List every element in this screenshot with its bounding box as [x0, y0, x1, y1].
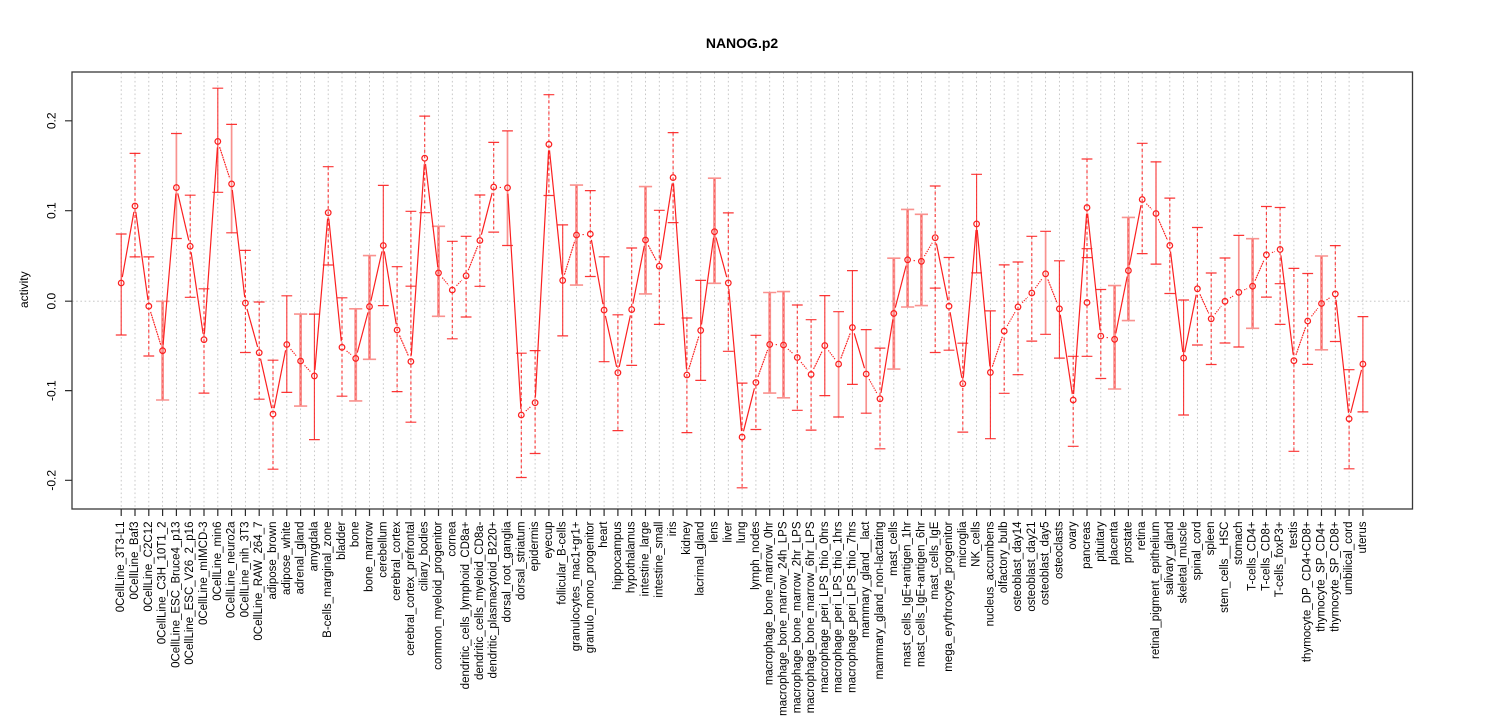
svg-text:activity: activity [17, 271, 31, 308]
svg-text:adipose_white: adipose_white [281, 522, 293, 596]
svg-text:macrophage_peri_LPS_thio_1hrs: macrophage_peri_LPS_thio_1hrs [833, 521, 845, 693]
svg-text:0CellLine_mIMCD-3: 0CellLine_mIMCD-3 [198, 522, 210, 626]
svg-text:granulocytes_mac1+gr1+: granulocytes_mac1+gr1+ [571, 521, 583, 651]
svg-text:B-cells_marginal_zone: B-cells_marginal_zone [322, 522, 334, 638]
svg-text:mast_cells: mast_cells [888, 521, 900, 576]
svg-text:dorsal_root_ganglia: dorsal_root_ganglia [502, 521, 514, 623]
svg-text:0CellLine_nih_3T3: 0CellLine_nih_3T3 [239, 522, 251, 618]
svg-text:0.2: 0.2 [45, 112, 59, 129]
svg-text:0CellLine_ESC_V26_2_p16: 0CellLine_ESC_V26_2_p16 [184, 522, 196, 665]
svg-text:hypothalamus: hypothalamus [626, 521, 638, 593]
svg-text:0CellLine_Baf3: 0CellLine_Baf3 [129, 522, 141, 600]
svg-text:T-cells_CD8+: T-cells_CD8+ [1260, 521, 1272, 591]
svg-text:lacrimal_gland: lacrimal_gland [695, 522, 707, 596]
svg-text:ovary: ovary [1067, 521, 1079, 549]
svg-text:skeletal_muscle: skeletal_muscle [1178, 522, 1190, 604]
svg-text:eyecup: eyecup [543, 522, 555, 559]
svg-text:pituitary: pituitary [1095, 521, 1107, 562]
svg-text:macrophage_bone_marrow_0hr: macrophage_bone_marrow_0hr [764, 521, 776, 685]
svg-text:dendritic_cells_lymphoid_CD8a+: dendritic_cells_lymphoid_CD8a+ [460, 521, 472, 689]
svg-text:pancreas: pancreas [1081, 521, 1093, 569]
svg-text:testis: testis [1288, 521, 1300, 548]
svg-text:cerebral_cortex_prefrontal: cerebral_cortex_prefrontal [405, 522, 417, 656]
svg-text:0.1: 0.1 [45, 202, 59, 219]
svg-text:macrophage_peri_LPS_thio_7hrs: macrophage_peri_LPS_thio_7hrs [846, 521, 858, 693]
svg-text:salivary_gland: salivary_gland [1164, 522, 1176, 596]
svg-text:lens: lens [709, 521, 721, 542]
svg-text:dorsal_striatum: dorsal_striatum [515, 522, 527, 601]
svg-text:thymocyte_SP_CD8+: thymocyte_SP_CD8+ [1329, 521, 1341, 632]
svg-text:uterus: uterus [1357, 521, 1369, 553]
svg-text:mast_cells_IgE+antigen_1hr: mast_cells_IgE+antigen_1hr [902, 521, 914, 667]
svg-text:granulo_mono_progenitor: granulo_mono_progenitor [584, 521, 596, 653]
svg-text:0CellLine_C3H_10T1_2: 0CellLine_C3H_10T1_2 [157, 522, 169, 645]
svg-text:cerebral_cortex: cerebral_cortex [391, 521, 403, 601]
svg-text:amygdala: amygdala [308, 521, 320, 571]
svg-text:bone_marrow: bone_marrow [364, 521, 376, 592]
svg-text:retina: retina [1136, 521, 1148, 550]
svg-text:0CellLine_ESC_Bruce4_p13: 0CellLine_ESC_Bruce4_p13 [170, 522, 182, 668]
svg-text:iris: iris [667, 521, 679, 536]
svg-text:mega_erythrocyte_progenitor: mega_erythrocyte_progenitor [943, 521, 955, 671]
svg-text:0CellLine_neuro2a: 0CellLine_neuro2a [226, 521, 238, 618]
svg-text:thymocyte_SP_CD4+: thymocyte_SP_CD4+ [1316, 521, 1328, 632]
svg-text:osteoclasts: osteoclasts [1053, 521, 1065, 579]
svg-text:osteoblast_day5: osteoblast_day5 [1040, 522, 1052, 606]
svg-text:common_myeloid_progenitor: common_myeloid_progenitor [433, 521, 445, 669]
svg-text:mammary_gland__lact: mammary_gland__lact [860, 521, 872, 638]
svg-text:follicular_B-cells: follicular_B-cells [557, 521, 569, 604]
svg-text:kidney: kidney [681, 521, 693, 554]
svg-text:0CellLine_C2C12: 0CellLine_C2C12 [143, 522, 155, 612]
svg-text:macrophage_bone_marrow_2hr_LPS: macrophage_bone_marrow_2hr_LPS [791, 521, 803, 713]
svg-text:0CellLine_min6: 0CellLine_min6 [212, 522, 224, 601]
svg-text:macrophage_bone_marrow_6hr_LPS: macrophage_bone_marrow_6hr_LPS [805, 521, 817, 713]
svg-text:microglia: microglia [957, 521, 969, 568]
svg-text:prostate: prostate [1122, 522, 1134, 564]
svg-text:epidermis: epidermis [529, 521, 541, 571]
svg-text:dendritic_plasmacytoid_B220+: dendritic_plasmacytoid_B220+ [488, 521, 500, 678]
svg-text:cerebellum: cerebellum [377, 522, 389, 578]
svg-text:osteoblast_day21: osteoblast_day21 [1026, 522, 1038, 612]
svg-text:stem_cells__HSC: stem_cells__HSC [1219, 522, 1231, 613]
svg-text:lung: lung [736, 522, 748, 544]
svg-text:adrenal_gland: adrenal_gland [295, 522, 307, 595]
svg-text:0.0: 0.0 [45, 293, 59, 310]
svg-text:hippocampus: hippocampus [612, 521, 624, 590]
svg-text:osteoblast_day14: osteoblast_day14 [1012, 521, 1024, 612]
svg-text:macrophage_bone_marrow_24h_LPS: macrophage_bone_marrow_24h_LPS [778, 521, 790, 716]
svg-text:stomach: stomach [1233, 522, 1245, 565]
svg-text:0CellLine_RAW_264_7: 0CellLine_RAW_264_7 [253, 522, 265, 641]
svg-text:mammary_gland_non-lactating: mammary_gland_non-lactating [874, 522, 886, 680]
svg-text:-0.2: -0.2 [45, 470, 59, 491]
svg-text:intestine_small: intestine_small [653, 522, 665, 598]
svg-text:ciliary_bodies: ciliary_bodies [419, 521, 431, 591]
svg-text:liver: liver [722, 521, 734, 542]
svg-text:olfactory_bulb: olfactory_bulb [998, 521, 1010, 593]
svg-text:spleen: spleen [1205, 522, 1217, 556]
svg-text:0CellLine_3T3-L1: 0CellLine_3T3-L1 [115, 522, 127, 613]
svg-text:macrophage_peri_LPS_thio_0hrs: macrophage_peri_LPS_thio_0hrs [819, 521, 831, 693]
svg-text:cornea: cornea [446, 521, 458, 557]
svg-text:umbilical_cord: umbilical_cord [1343, 522, 1355, 596]
svg-text:mast_cells_IgE: mast_cells_IgE [929, 521, 941, 599]
svg-text:thymocyte_DP_CD4+CD8+: thymocyte_DP_CD4+CD8+ [1302, 521, 1314, 662]
svg-text:intestine_large: intestine_large [640, 522, 652, 597]
svg-text:NANOG.p2: NANOG.p2 [706, 35, 779, 51]
svg-text:retinal_pigment_epithelium: retinal_pigment_epithelium [1150, 522, 1162, 659]
svg-text:dendritic_cells_myeloid_CD8a-: dendritic_cells_myeloid_CD8a- [474, 521, 486, 680]
svg-text:bladder: bladder [336, 521, 348, 560]
svg-text:mast_cells_IgE+antigen_6hr: mast_cells_IgE+antigen_6hr [915, 521, 927, 667]
svg-text:nucleus_accumbens: nucleus_accumbens [984, 521, 996, 626]
svg-text:heart: heart [598, 521, 610, 548]
svg-text:bone: bone [350, 522, 362, 548]
svg-text:spinal_cord: spinal_cord [1191, 522, 1203, 581]
svg-text:NK_cells: NK_cells [971, 521, 983, 567]
svg-text:placenta: placenta [1109, 521, 1121, 565]
svg-text:adipose_brown: adipose_brown [267, 522, 279, 600]
svg-text:-0.1: -0.1 [45, 380, 59, 401]
svg-text:lymph_nodes: lymph_nodes [750, 521, 762, 590]
svg-text:T-cells_CD4+: T-cells_CD4+ [1247, 521, 1259, 591]
svg-text:T-cells_foxP3+: T-cells_foxP3+ [1274, 521, 1286, 597]
